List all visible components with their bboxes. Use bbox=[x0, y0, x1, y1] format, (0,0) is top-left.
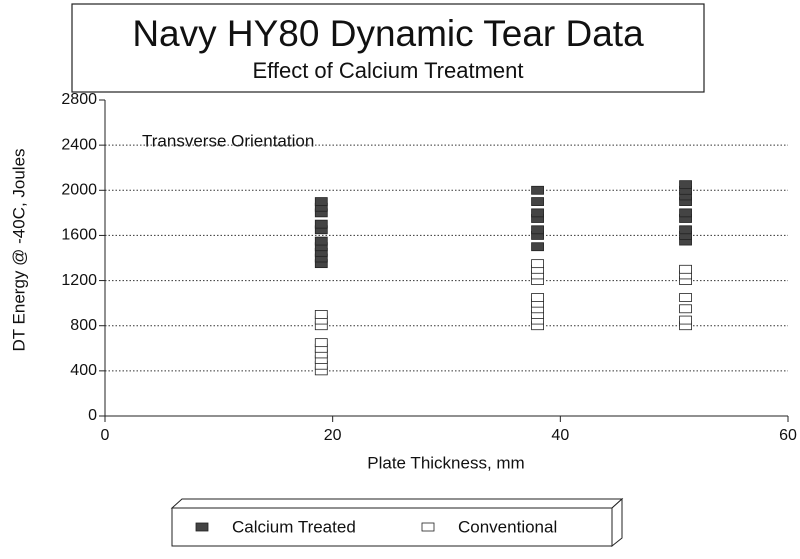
marker bbox=[679, 293, 692, 302]
marker bbox=[531, 293, 544, 302]
marker bbox=[679, 180, 692, 190]
marker bbox=[679, 304, 692, 314]
y-tick-label: 2000 bbox=[61, 182, 97, 199]
y-tick-label: 1600 bbox=[61, 227, 97, 244]
y-tick-label: 2400 bbox=[61, 136, 97, 153]
y-axis-label: DT Energy @ -40C, Joules bbox=[9, 148, 28, 351]
marker bbox=[679, 264, 692, 274]
marker bbox=[679, 315, 692, 325]
marker bbox=[531, 259, 544, 269]
legend-label: Calcium Treated bbox=[232, 517, 356, 536]
marker bbox=[314, 236, 328, 246]
legend-bevel-top bbox=[170, 498, 624, 509]
marker bbox=[531, 242, 544, 252]
y-tick-label: 400 bbox=[70, 362, 97, 379]
marker bbox=[531, 197, 544, 206]
title-box bbox=[71, 3, 705, 93]
legend-box bbox=[171, 507, 613, 547]
y-tick-label: 1200 bbox=[61, 272, 97, 289]
y-tick-label: 0 bbox=[88, 407, 97, 424]
chart-title: Navy HY80 Dynamic Tear Data bbox=[132, 13, 644, 54]
chart-subtitle: Effect of Calcium Treatment bbox=[252, 58, 523, 83]
legend-swatch bbox=[421, 522, 435, 532]
annotation: Transverse Orientation bbox=[142, 131, 314, 150]
x-tick-label: 40 bbox=[551, 427, 569, 444]
x-tick-label: 60 bbox=[779, 427, 797, 444]
y-tick-label: 2800 bbox=[61, 91, 97, 108]
marker bbox=[679, 208, 692, 218]
x-axis-label: Plate Thickness, mm bbox=[367, 453, 524, 472]
marker bbox=[314, 338, 328, 348]
marker bbox=[314, 219, 328, 229]
marker bbox=[679, 225, 692, 235]
x-tick-label: 20 bbox=[324, 427, 342, 444]
marker bbox=[531, 225, 544, 235]
y-tick-label: 800 bbox=[70, 317, 97, 334]
marker bbox=[314, 310, 328, 319]
marker bbox=[531, 185, 544, 195]
x-tick-label: 0 bbox=[101, 427, 110, 444]
marker bbox=[531, 208, 544, 218]
legend-label: Conventional bbox=[458, 517, 557, 536]
marker bbox=[314, 197, 328, 206]
legend-bevel-side bbox=[611, 497, 623, 548]
legend-swatch bbox=[195, 522, 209, 532]
